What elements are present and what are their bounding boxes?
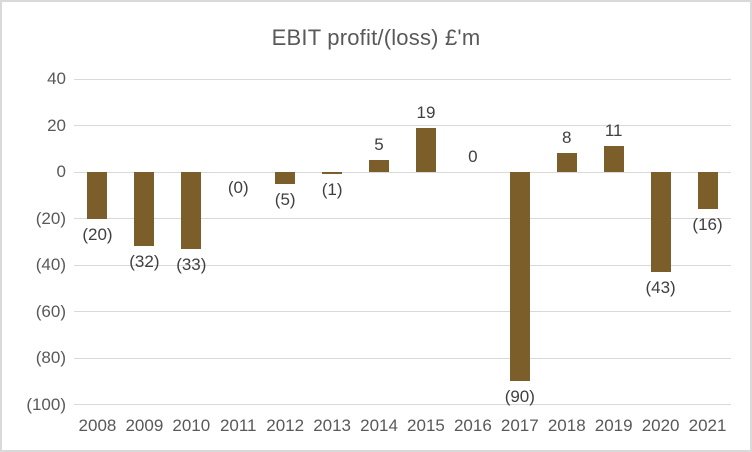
x-axis-tick-label: 2012 [266, 416, 305, 435]
gridline [74, 311, 731, 312]
x-axis-tick-label: 2015 [407, 416, 445, 435]
data-label: (1) [321, 180, 343, 200]
x-axis-tick-label: 2011 [219, 416, 257, 435]
y-axis-tick-label: (80) [35, 348, 66, 367]
data-label: 0 [468, 147, 478, 166]
y-axis-tick-label: (60) [35, 301, 66, 321]
bar-2018 [556, 153, 577, 172]
y-axis-tick-label: (100) [26, 394, 66, 414]
gridline [74, 171, 731, 173]
gridline [74, 78, 731, 80]
data-label: (43) [645, 277, 676, 297]
data-label: (20) [82, 224, 113, 244]
data-label: (90) [504, 387, 535, 407]
bar-2019 [603, 146, 624, 172]
bar-2017 [509, 172, 530, 382]
data-label: (0) [227, 178, 249, 197]
bar-2010 [181, 172, 202, 249]
y-axis-tick-label: 20 [47, 115, 66, 135]
bar-2014 [369, 160, 390, 172]
x-axis-tick-label: 2017 [500, 416, 539, 435]
data-label: 8 [562, 128, 572, 148]
bar-2015 [415, 127, 436, 172]
y-axis-tick-label: 0 [56, 162, 66, 181]
bar-2008 [87, 172, 108, 219]
gridline [74, 264, 731, 266]
bar-2013 [322, 172, 343, 175]
data-label: 11 [604, 121, 623, 141]
x-axis-tick-label: 2010 [172, 416, 211, 435]
x-axis-tick-label: 2009 [125, 416, 164, 435]
y-axis-tick-label: (40) [35, 255, 66, 274]
bar-2012 [275, 172, 296, 184]
data-label: (32) [129, 252, 160, 272]
chart-title: EBIT profit/(loss) £'m [271, 25, 481, 50]
data-label: 5 [374, 135, 384, 155]
data-label: (33) [176, 254, 207, 274]
data-label: (5) [274, 189, 296, 209]
gridline [74, 357, 731, 359]
data-label: 19 [416, 102, 436, 122]
x-axis-tick-label: 2019 [594, 416, 633, 435]
y-axis-tick-label: 40 [47, 69, 66, 88]
x-axis-tick-label: 2018 [547, 416, 586, 435]
x-axis-tick-label: 2020 [641, 416, 680, 435]
x-axis-tick-label: 2016 [453, 416, 492, 435]
gridline [74, 125, 731, 126]
y-axis-tick-label: (20) [35, 208, 66, 228]
bar-2009 [134, 172, 155, 247]
x-axis-tick-label: 2014 [360, 416, 398, 435]
bar-2020 [650, 172, 671, 272]
x-axis-tick-label: 2021 [688, 416, 727, 435]
x-axis-tick-label: 2013 [313, 416, 352, 435]
gridline [74, 404, 731, 405]
gridline [74, 218, 731, 219]
data-label: (16) [692, 215, 723, 235]
x-axis-tick-label: 2008 [78, 416, 117, 435]
bar-2021 [697, 172, 718, 210]
